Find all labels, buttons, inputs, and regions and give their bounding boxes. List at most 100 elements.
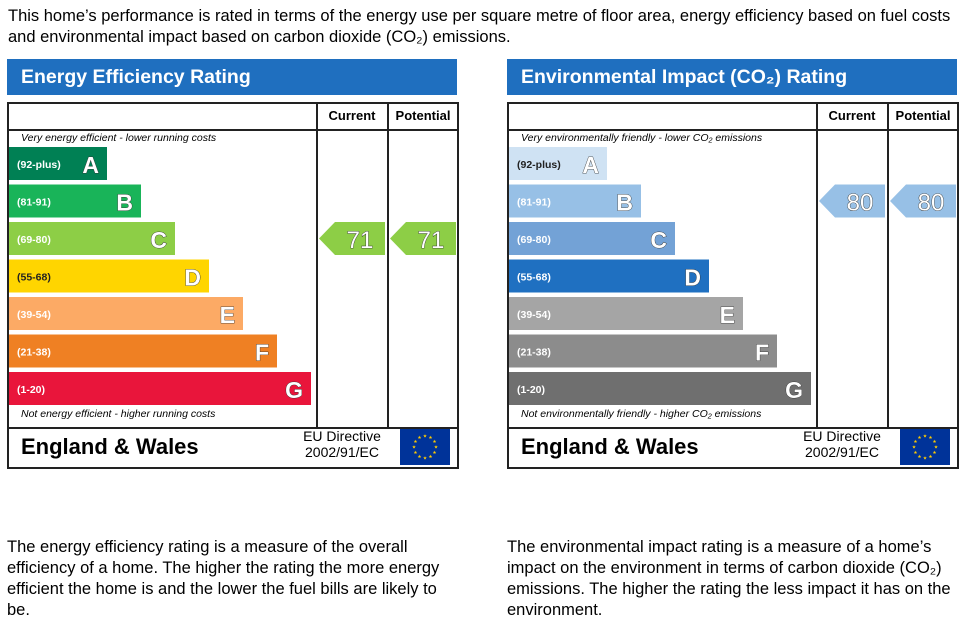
band-letter: F bbox=[255, 340, 269, 366]
current-rating-arrow: 71 bbox=[319, 222, 385, 255]
band-bar bbox=[509, 184, 641, 218]
band-letter: E bbox=[720, 302, 735, 328]
band-bar bbox=[9, 372, 311, 405]
panel-title: Environmental Impact (CO₂) Rating bbox=[507, 59, 957, 95]
band-letter: C bbox=[150, 227, 167, 253]
band-range-label: (55-68) bbox=[517, 272, 551, 284]
eu-star bbox=[932, 450, 937, 455]
band-letter: G bbox=[285, 377, 303, 403]
band-a: (92-plus) A bbox=[509, 147, 607, 180]
footer-country: England & Wales bbox=[521, 434, 699, 459]
potential-column-header: Potential bbox=[395, 108, 451, 123]
band-a: (92-plus) A bbox=[9, 147, 107, 180]
band-f: (21-38) F bbox=[9, 334, 277, 368]
eu-star bbox=[913, 439, 918, 444]
band-e: (39-54) E bbox=[9, 297, 243, 330]
band-bar bbox=[509, 334, 777, 368]
band-d: (55-68) D bbox=[509, 259, 709, 293]
band-letter: D bbox=[684, 265, 701, 291]
band-c: (69-80) C bbox=[9, 222, 175, 255]
bottom-note: Not environmentally friendly - higher CO… bbox=[521, 408, 762, 420]
band-bar bbox=[9, 222, 175, 255]
eu-star bbox=[928, 454, 933, 459]
band-letter: B bbox=[116, 190, 133, 216]
eu-star bbox=[923, 456, 927, 460]
eu-star bbox=[412, 445, 416, 449]
eu-star bbox=[934, 445, 938, 449]
potential-rating-arrow: 80 bbox=[890, 184, 956, 218]
rating-frame bbox=[507, 102, 959, 469]
band-range-label: (92-plus) bbox=[17, 159, 61, 171]
band-range-label: (21-38) bbox=[17, 347, 51, 359]
eu-star bbox=[913, 450, 918, 455]
band-range-label: (69-80) bbox=[517, 234, 551, 246]
band-bar bbox=[9, 297, 243, 330]
band-g: (1-20) G bbox=[9, 372, 311, 405]
band-bar bbox=[9, 334, 277, 368]
eu-star bbox=[917, 454, 922, 459]
band-letter: D bbox=[184, 265, 201, 291]
energy-description: The energy efficiency rating is a measur… bbox=[7, 538, 440, 619]
eu-star bbox=[417, 435, 422, 440]
potential-rating-value: 80 bbox=[918, 190, 945, 217]
eu-star bbox=[413, 450, 418, 455]
potential-column-header: Potential bbox=[895, 108, 951, 123]
eu-directive: EU Directive 2002/91/EC bbox=[303, 428, 381, 460]
current-rating-value: 71 bbox=[347, 227, 374, 254]
band-letter: C bbox=[650, 227, 667, 253]
band-range-label: (39-54) bbox=[17, 309, 51, 321]
bottom-note: Not energy efficient - higher running co… bbox=[21, 408, 216, 420]
band-letter: A bbox=[82, 152, 99, 178]
eu-star bbox=[923, 434, 927, 438]
band-f: (21-38) F bbox=[509, 334, 777, 368]
energy-efficiency-panel: Energy Efficiency Rating Current Potenti… bbox=[7, 59, 461, 619]
rating-bands: (92-plus) A (81-91) B (69-80) C (55-68) D (39-54… bbox=[9, 147, 456, 405]
potential-rating-arrow: 71 bbox=[390, 222, 456, 255]
band-g: (1-20) G bbox=[509, 372, 811, 405]
environmental-description: The environmental impact rating is a mea… bbox=[507, 538, 951, 619]
band-c: (69-80) C bbox=[509, 222, 675, 255]
band-bar bbox=[9, 184, 141, 218]
band-d: (55-68) D bbox=[9, 259, 209, 293]
band-range-label: (1-20) bbox=[517, 384, 545, 396]
band-bar bbox=[509, 297, 743, 330]
eu-star bbox=[917, 435, 922, 440]
band-bar bbox=[509, 222, 675, 255]
current-column-header: Current bbox=[328, 108, 376, 123]
band-range-label: (55-68) bbox=[17, 272, 51, 284]
rating-bands: (92-plus) A (81-91) B (69-80) C (55-68) D (39-54… bbox=[509, 147, 956, 405]
eu-star bbox=[417, 454, 422, 459]
band-letter: E bbox=[220, 302, 235, 328]
eu-star bbox=[932, 439, 937, 444]
eu-star bbox=[423, 434, 427, 438]
eu-star bbox=[432, 439, 437, 444]
band-range-label: (92-plus) bbox=[517, 159, 561, 171]
potential-rating-value: 71 bbox=[418, 227, 445, 254]
band-bar bbox=[509, 259, 709, 293]
band-bar bbox=[509, 372, 811, 405]
environmental-impact-panel: Environmental Impact (CO₂) Rating Curren… bbox=[507, 59, 961, 619]
band-b: (81-91) B bbox=[9, 184, 141, 218]
band-bar bbox=[9, 147, 107, 180]
band-range-label: (21-38) bbox=[517, 347, 551, 359]
band-letter: F bbox=[755, 340, 769, 366]
eu-star bbox=[428, 454, 433, 459]
band-range-label: (39-54) bbox=[517, 309, 551, 321]
band-letter: B bbox=[616, 190, 633, 216]
band-bar bbox=[509, 147, 607, 180]
band-bar bbox=[9, 259, 209, 293]
band-letter: G bbox=[785, 377, 803, 403]
eu-star bbox=[423, 456, 427, 460]
band-range-label: (69-80) bbox=[17, 234, 51, 246]
eu-flag-icon bbox=[400, 429, 450, 465]
intro-text: This home’s performance is rated in term… bbox=[8, 7, 951, 46]
panel-title: Energy Efficiency Rating bbox=[7, 59, 457, 95]
current-column-header: Current bbox=[828, 108, 876, 123]
eu-star bbox=[432, 450, 437, 455]
eu-star bbox=[428, 435, 433, 440]
eu-star bbox=[912, 445, 916, 449]
band-range-label: (81-91) bbox=[17, 197, 51, 209]
top-note: Very environmentally friendly - lower CO… bbox=[521, 132, 763, 144]
band-e: (39-54) E bbox=[509, 297, 743, 330]
eu-star bbox=[413, 439, 418, 444]
